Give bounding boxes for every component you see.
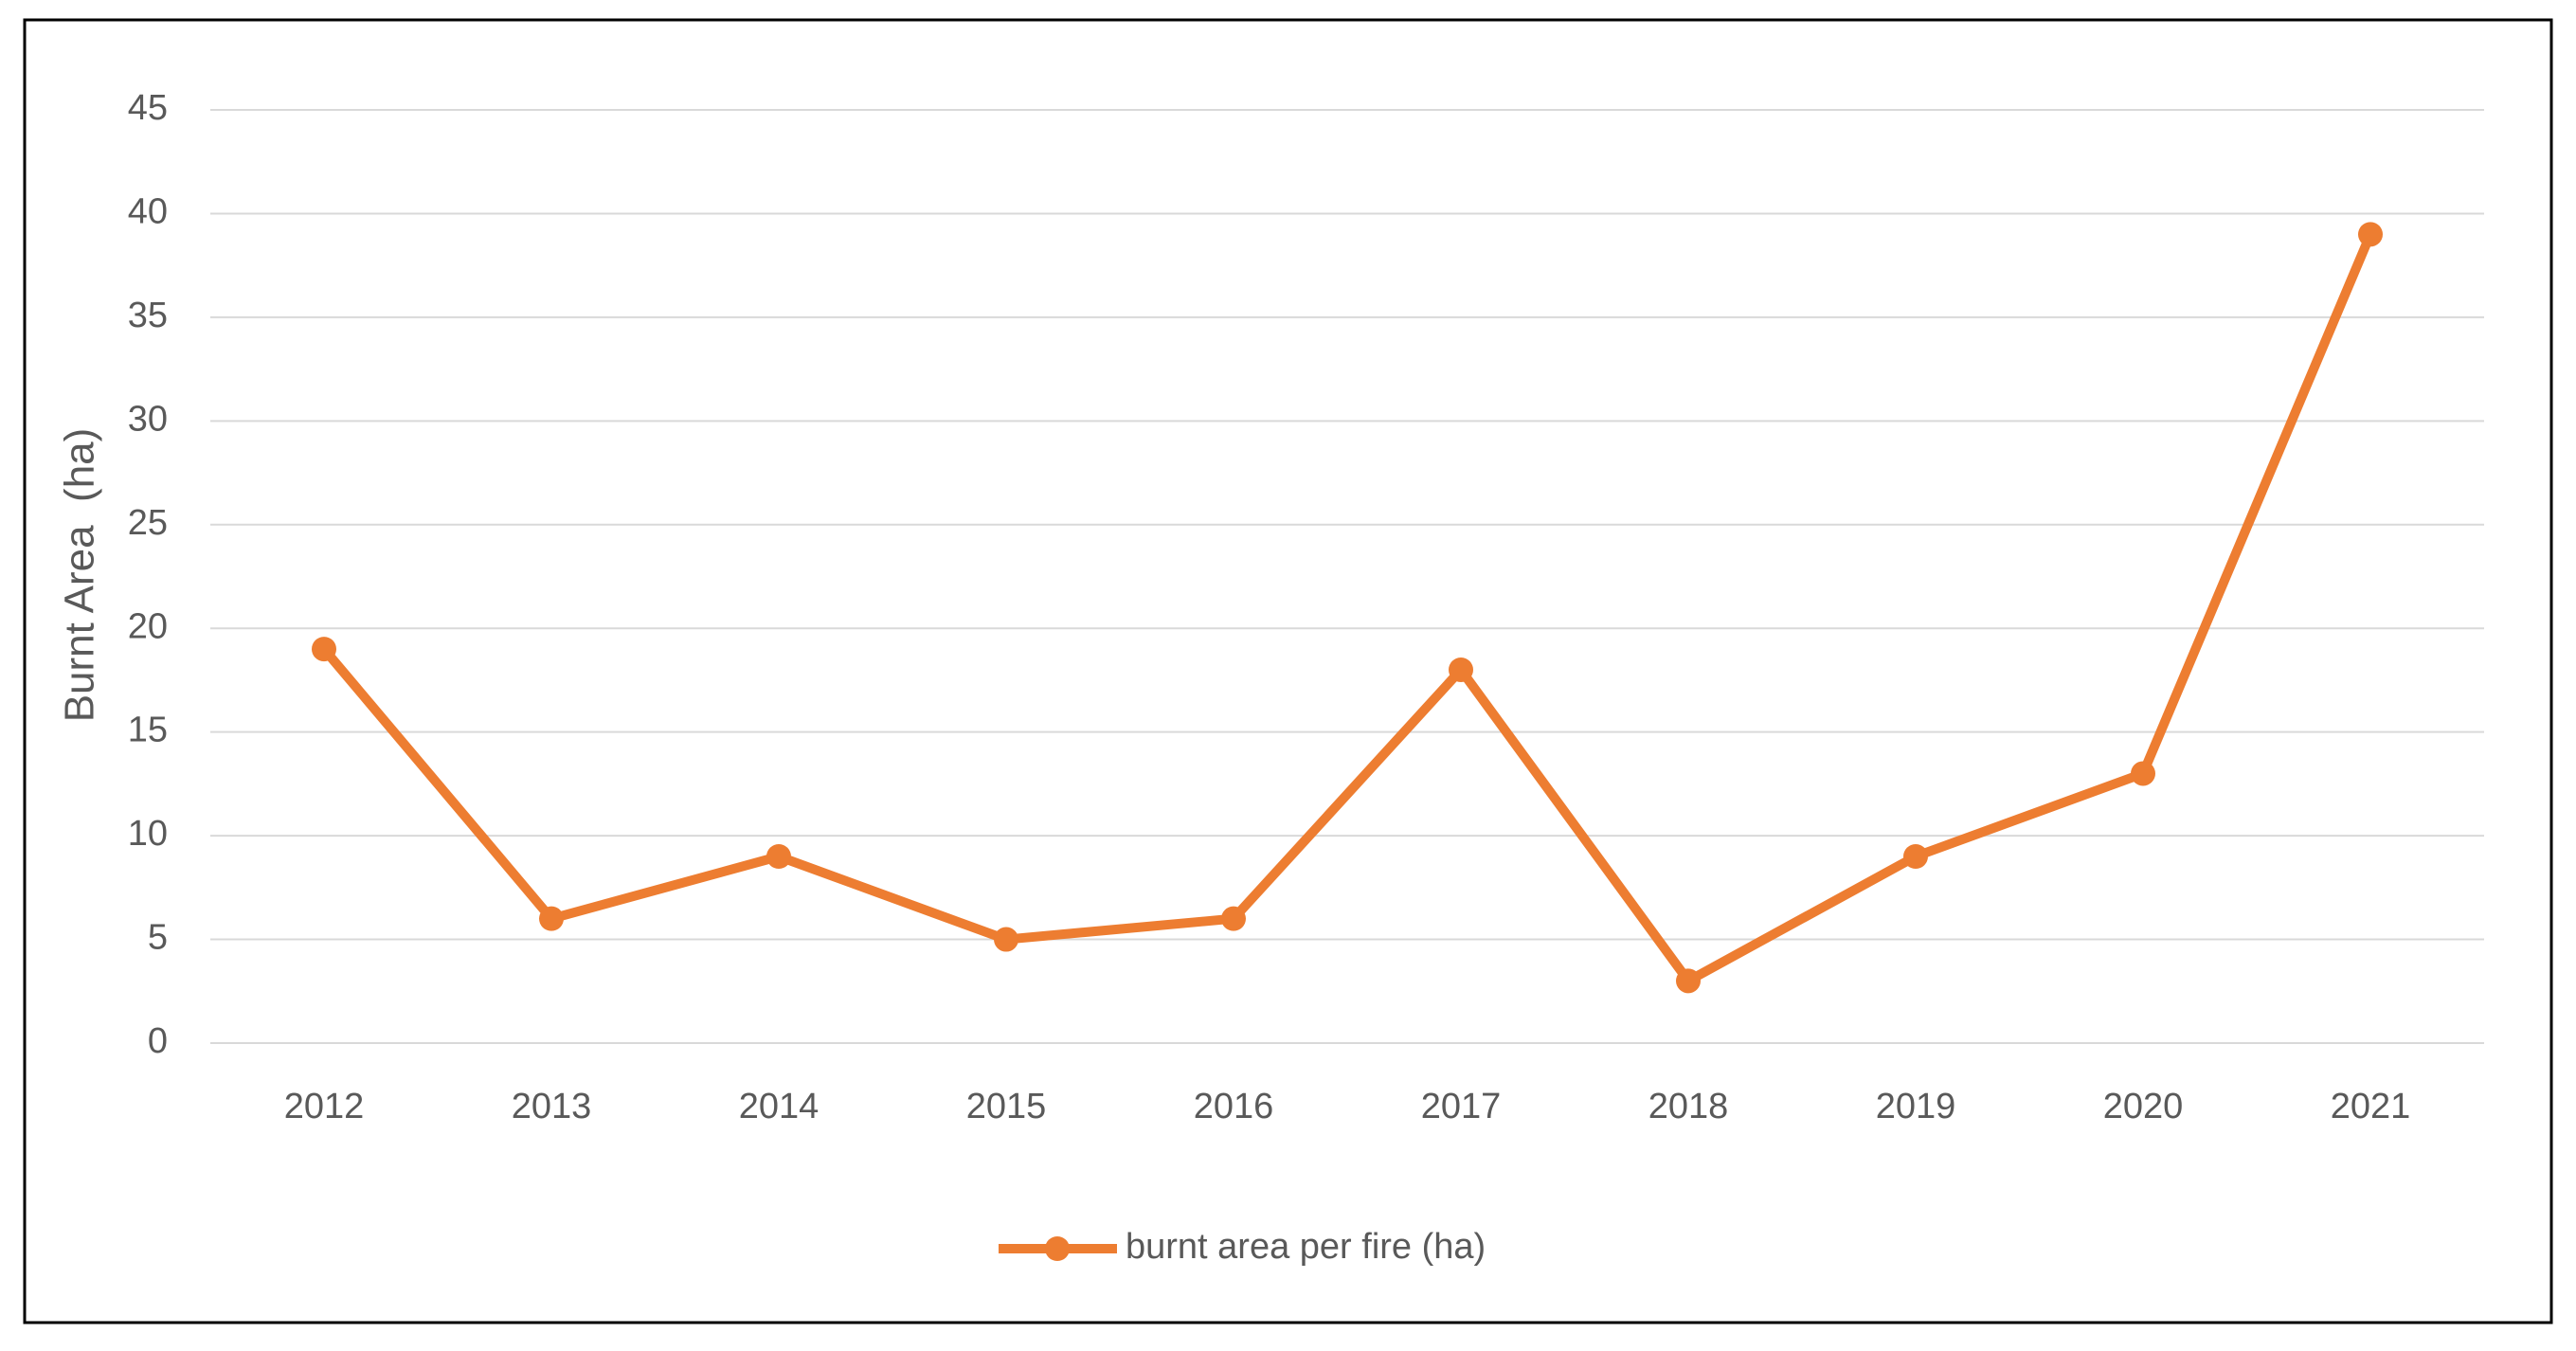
y-tick-label: 30	[128, 399, 168, 439]
data-point	[312, 637, 336, 662]
x-tick-label: 2012	[284, 1087, 365, 1126]
y-tick-label: 35	[128, 296, 168, 335]
x-tick-label: 2013	[512, 1087, 592, 1126]
y-tick-label: 45	[128, 88, 168, 128]
y-tick-label: 25	[128, 503, 168, 543]
x-tick-label: 2014	[739, 1087, 820, 1126]
legend-marker	[1045, 1236, 1070, 1261]
data-point	[1903, 844, 1928, 869]
data-point	[1676, 968, 1701, 994]
data-point	[539, 906, 564, 931]
x-tick-label: 2019	[1876, 1087, 1956, 1126]
data-point	[1449, 657, 1473, 682]
y-tick-label: 0	[148, 1021, 168, 1061]
y-tick-label: 20	[128, 606, 168, 646]
data-point	[766, 844, 791, 869]
y-axis-title: Burnt Area (ha)	[57, 428, 103, 723]
y-tick-label: 10	[128, 814, 168, 854]
y-tick-label: 40	[128, 191, 168, 231]
data-point	[2358, 222, 2383, 247]
data-point	[2131, 761, 2155, 786]
x-tick-label: 2016	[1194, 1087, 1274, 1126]
chart-frame	[23, 18, 2553, 1324]
x-tick-label: 2017	[1421, 1087, 1502, 1126]
x-tick-label: 2021	[2331, 1087, 2411, 1126]
series-line	[320, 232, 2375, 986]
x-tick-label: 2015	[966, 1087, 1047, 1126]
data-point	[1221, 906, 1246, 931]
data-point	[994, 927, 1018, 952]
y-tick-label: 5	[148, 918, 168, 958]
legend-label: burnt area per fire (ha)	[1126, 1227, 1486, 1267]
y-tick-label: 15	[128, 711, 168, 750]
x-tick-label: 2020	[2103, 1087, 2184, 1126]
x-tick-label: 2018	[1648, 1087, 1729, 1126]
